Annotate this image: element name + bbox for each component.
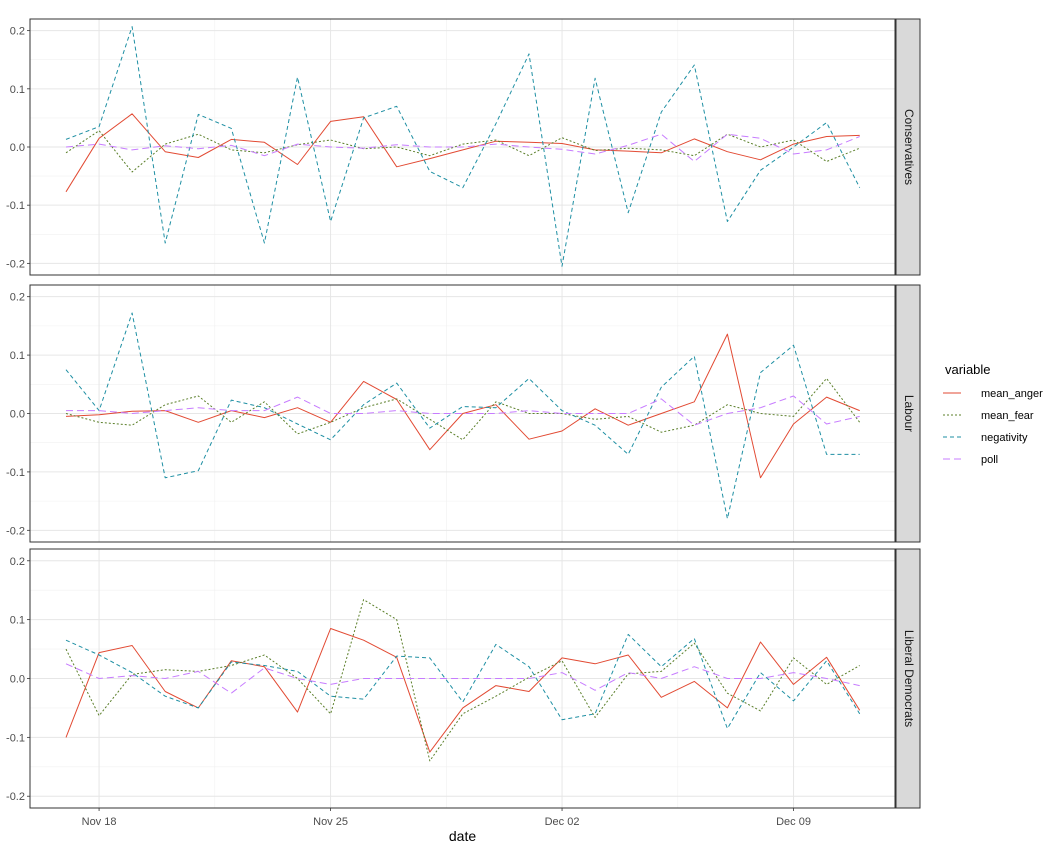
y-tick-label: -0.2 <box>6 525 25 537</box>
series-line-mean_anger <box>65 333 860 479</box>
panel-border <box>29 284 896 543</box>
y-tick-label: -0.2 <box>6 791 25 803</box>
y-tick-label: 0.0 <box>10 674 25 686</box>
y-tick-label: -0.1 <box>6 200 25 212</box>
series-line-poll <box>65 133 860 162</box>
legend-title: variable <box>945 362 991 377</box>
legend-label-mean_fear: mean_fear <box>981 410 1034 422</box>
y-tick-label: -0.1 <box>6 732 25 744</box>
facet-strip <box>895 548 921 809</box>
series-line-mean_anger <box>65 113 860 193</box>
y-tick-label: -0.1 <box>6 467 25 479</box>
facet-strip <box>895 18 921 276</box>
facet-label: Labour <box>902 395 916 432</box>
series-line-poll <box>65 663 860 694</box>
series-line-negativity <box>65 26 861 267</box>
legend-label-negativity: negativity <box>981 432 1028 444</box>
x-tick-label: Nov 25 <box>313 816 348 828</box>
y-tick-label: 0.1 <box>10 615 25 627</box>
y-tick-label: -0.2 <box>6 258 25 270</box>
facet-label: Liberal Democrats <box>902 630 916 727</box>
panel-border <box>29 18 896 276</box>
panel-border <box>29 548 896 809</box>
series-line-poll <box>66 395 860 426</box>
y-tick-label: 0.1 <box>10 350 25 362</box>
series-line-negativity <box>65 633 861 729</box>
facet-label: Conservatives <box>902 109 916 185</box>
legend-label-mean_anger: mean_anger <box>981 388 1043 400</box>
series-line-negativity <box>65 312 860 520</box>
y-tick-label: 0.2 <box>10 556 25 568</box>
facet-strip <box>895 284 921 543</box>
x-tick-label: Dec 02 <box>545 816 580 828</box>
x-tick-label: Dec 09 <box>776 816 811 828</box>
series-line-mean_fear <box>65 130 860 173</box>
y-tick-label: 0.2 <box>10 292 25 304</box>
legend-label-poll: poll <box>981 454 998 466</box>
x-tick-label: Nov 18 <box>82 816 117 828</box>
y-tick-label: 0.0 <box>10 409 25 421</box>
y-tick-label: 0.1 <box>10 84 25 96</box>
x-axis-title: date <box>449 828 476 844</box>
y-tick-label: 0.2 <box>10 26 25 38</box>
y-tick-label: 0.0 <box>10 142 25 154</box>
series-line-mean_fear <box>65 378 861 441</box>
